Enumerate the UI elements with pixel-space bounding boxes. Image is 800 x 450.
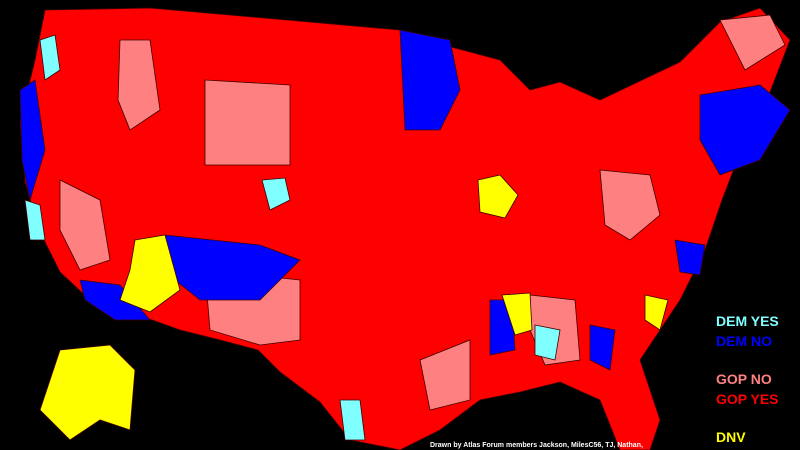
region-pink bbox=[719, 14, 786, 71]
region-yellow bbox=[501, 292, 533, 336]
states bbox=[19, 7, 791, 450]
region-light-blue bbox=[39, 34, 61, 81]
region-blue bbox=[399, 29, 461, 131]
region-blue bbox=[19, 79, 46, 201]
legend-label: DEM YES bbox=[716, 313, 779, 329]
region-light-blue bbox=[24, 199, 46, 241]
region-yellow bbox=[477, 174, 519, 219]
region-pink bbox=[599, 169, 661, 241]
legend-label: GOP YES bbox=[716, 391, 779, 407]
region-yellow bbox=[119, 234, 181, 313]
region-light-blue bbox=[339, 399, 366, 441]
alaska bbox=[39, 344, 136, 441]
region-blue bbox=[699, 84, 791, 176]
region-blue bbox=[674, 239, 706, 276]
region-pink bbox=[117, 39, 161, 131]
region-pink bbox=[204, 79, 291, 166]
region-yellow bbox=[644, 294, 669, 331]
region-pink bbox=[419, 339, 471, 411]
region-blue bbox=[589, 324, 616, 371]
credit: Drawn by Atlas Forum members Jackson, Mi… bbox=[430, 442, 643, 449]
legend-label: GOP NO bbox=[716, 371, 772, 387]
region-blue bbox=[79, 279, 151, 321]
legend: DEM YES DEM NO GOP NO GOP YES DNV bbox=[716, 313, 779, 445]
region-light-blue bbox=[534, 324, 561, 361]
legend-label: DNV bbox=[716, 429, 746, 445]
legend-label: DEM NO bbox=[716, 333, 772, 349]
region-pink bbox=[59, 179, 111, 271]
region-light-blue bbox=[261, 177, 291, 211]
